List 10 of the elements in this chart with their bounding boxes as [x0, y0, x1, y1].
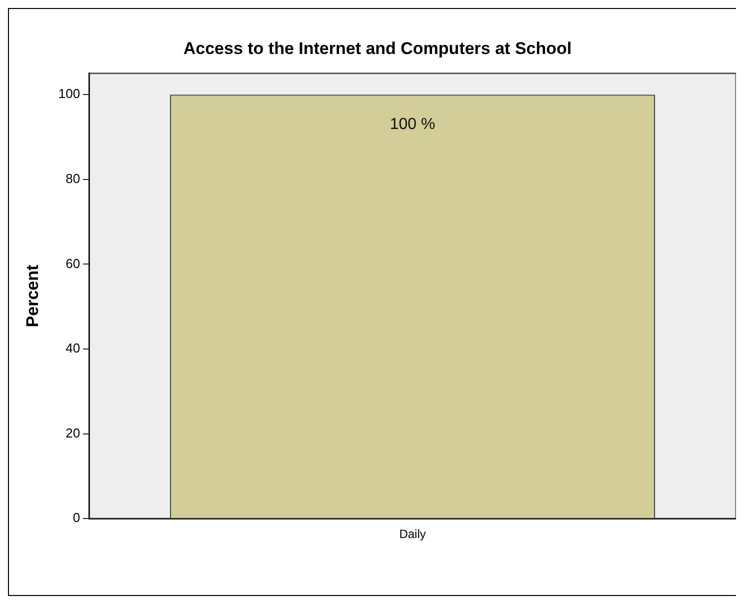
y-tick-label: 60: [66, 256, 80, 271]
y-tick-label: 100: [58, 86, 80, 102]
x-tick-label: Daily: [399, 527, 426, 542]
y-tick-label: 40: [66, 340, 80, 356]
data-label: 100 %: [390, 116, 436, 134]
y-tick-label: 0: [72, 510, 80, 526]
chart-title: Access to the Internet and Computers at School: [183, 38, 572, 58]
y-axis-title: Percent: [22, 264, 42, 328]
y-tick-label: 20: [66, 425, 80, 440]
y-tick-label: 80: [66, 170, 80, 186]
